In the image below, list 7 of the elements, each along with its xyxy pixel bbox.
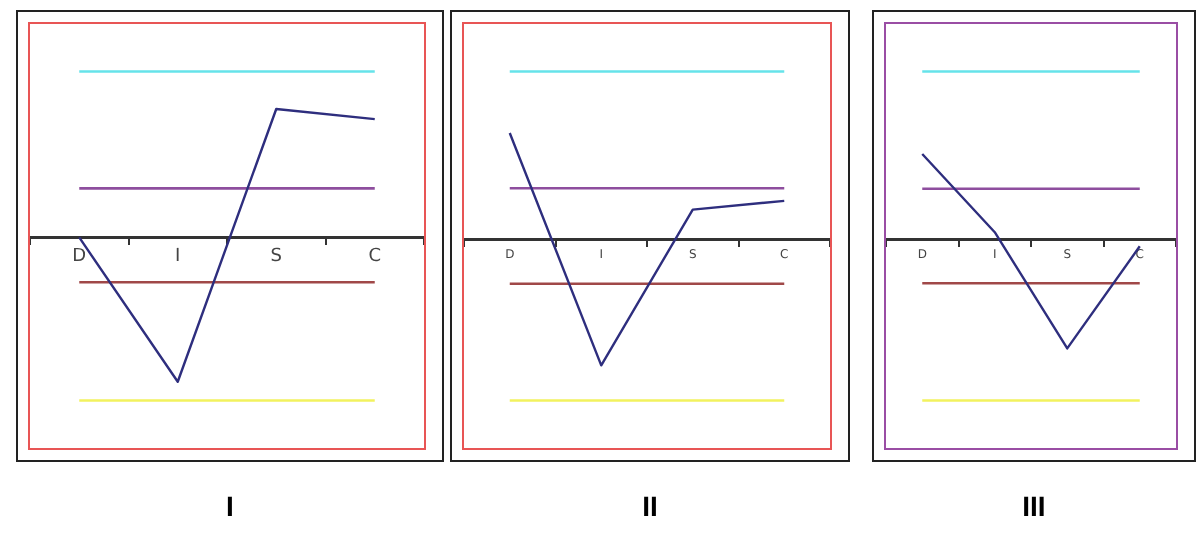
x-tick-label: C (368, 246, 382, 267)
x-tick-label: D (72, 246, 87, 267)
text: I (224, 490, 236, 522)
x-tick-label: I (175, 246, 181, 267)
text: III (1020, 490, 1048, 522)
text: II (640, 490, 660, 522)
x-tick-label: S (270, 246, 283, 267)
